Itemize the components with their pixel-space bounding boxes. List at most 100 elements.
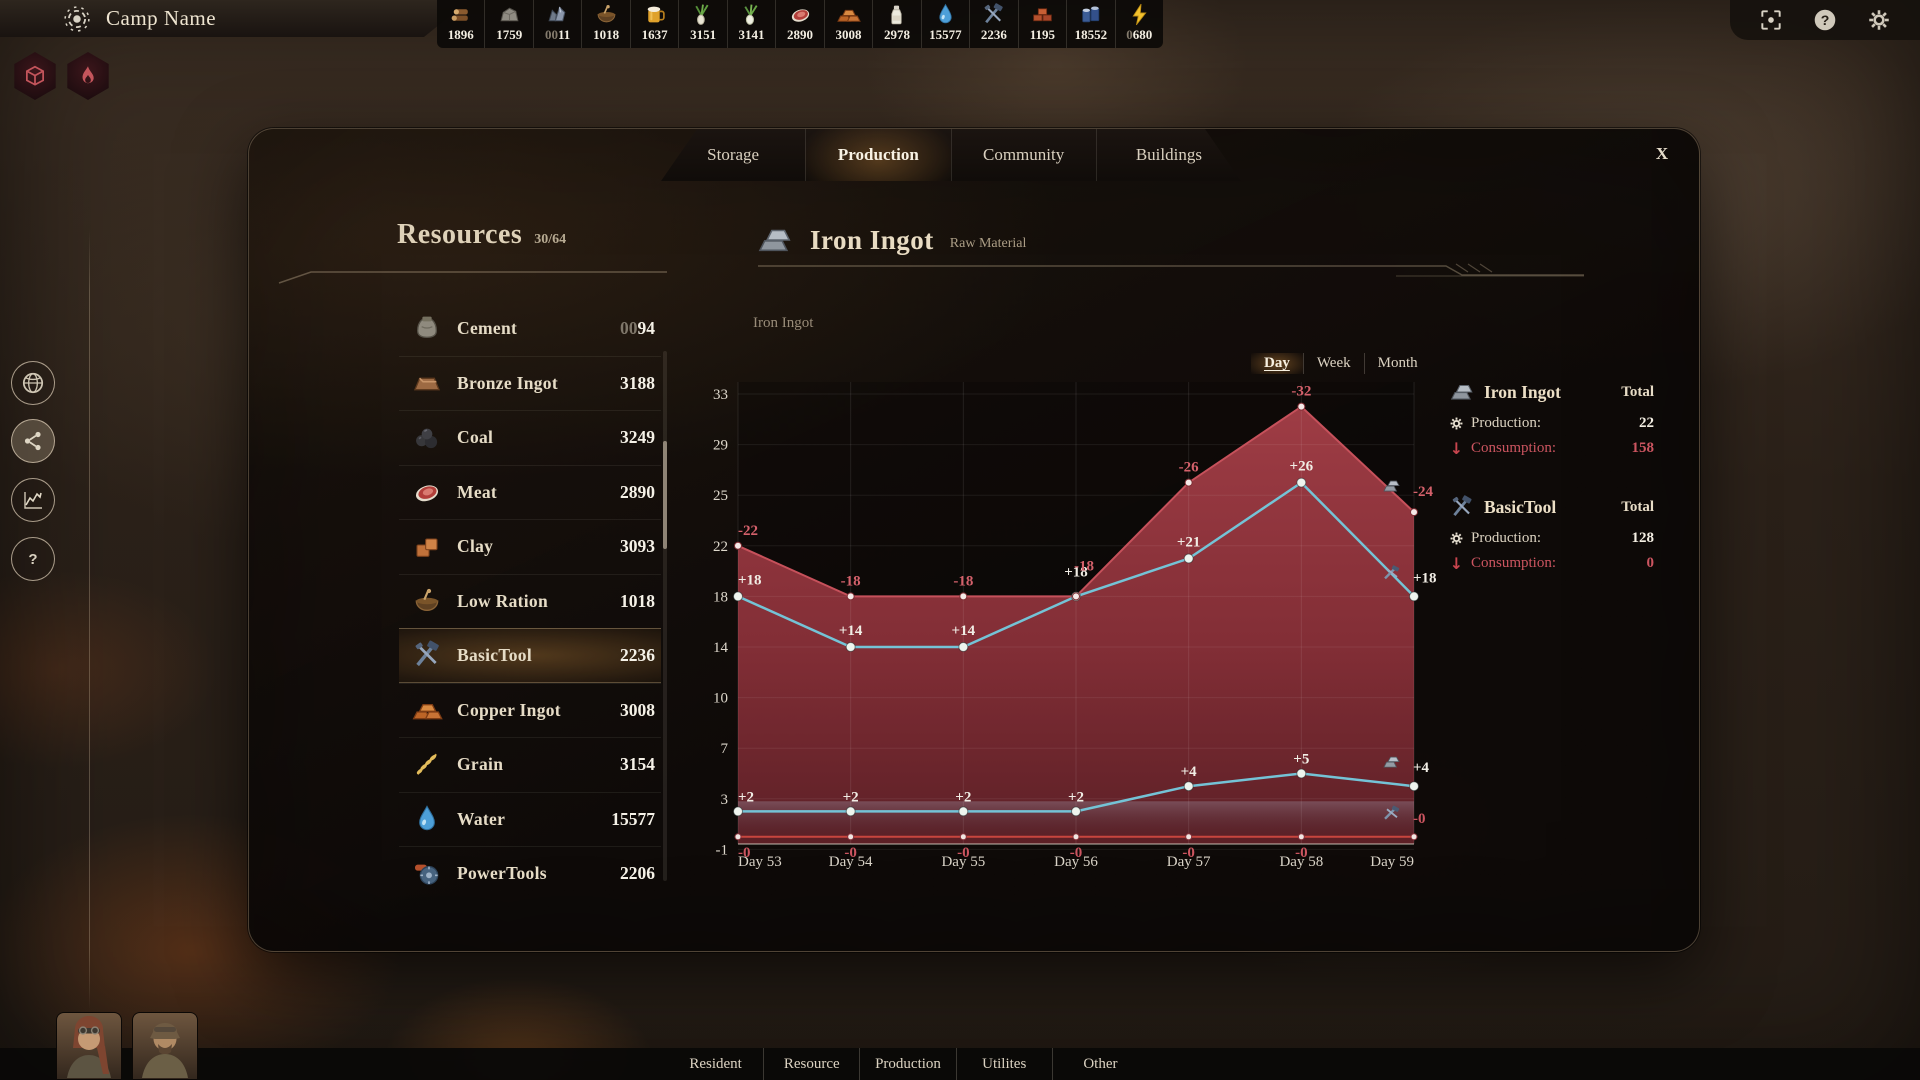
statistics-button[interactable] — [11, 478, 55, 522]
help-button[interactable]: ? — [1812, 7, 1838, 33]
footer-tab-utilites[interactable]: Utilites — [955, 1048, 1052, 1080]
production-label: Production: — [1471, 415, 1541, 431]
resource-item-coal[interactable]: Coal 3249 — [399, 410, 661, 465]
resource-item-basictool[interactable]: BasicTool 2236 — [399, 628, 661, 683]
resource-counter-copper-ingot[interactable]: 3008 — [823, 0, 872, 48]
legend-total-label: Total — [1621, 383, 1654, 400]
world-map-button[interactable] — [11, 361, 55, 405]
svg-text:-0: -0 — [1070, 845, 1083, 861]
resource-counter-stone[interactable]: 1759 — [484, 0, 532, 48]
resource-counter-spring-onion[interactable]: 3151 — [678, 0, 726, 48]
svg-text:?: ? — [28, 551, 37, 568]
resource-counter-wood[interactable]: 1896 — [437, 0, 484, 48]
resource-counter-basic-tool[interactable]: 2236 — [969, 0, 1017, 48]
scrollbar-thumb[interactable] — [663, 441, 667, 549]
footer-tab-resident[interactable]: Resident — [689, 1056, 742, 1072]
svg-text:+18: +18 — [738, 572, 762, 588]
resource-count: 2978 — [883, 27, 910, 42]
fire-alert-badge[interactable] — [67, 52, 109, 100]
footer-tab-production[interactable]: Production — [859, 1048, 955, 1080]
svg-text:Day 59: Day 59 — [1370, 854, 1414, 870]
power-icon — [1132, 3, 1147, 26]
bronze-ingot-icon — [414, 377, 440, 391]
resource-counter-meat[interactable]: 2890 — [775, 0, 823, 48]
resource-item-copper-ingot[interactable]: Copper Ingot 3008 — [399, 682, 661, 738]
meat-icon — [791, 9, 809, 22]
svg-text:+14: +14 — [952, 623, 976, 639]
water-icon — [939, 3, 952, 24]
resource-counter-brick[interactable]: 1195 — [1017, 0, 1066, 48]
legend-total-label: Total — [1621, 498, 1654, 515]
consumption-label: Consumption: — [1471, 440, 1557, 456]
camp-icon — [62, 4, 92, 34]
resource-item-meat[interactable]: Meat 2890 — [399, 464, 661, 520]
left-rail-divider — [89, 230, 90, 1010]
resource-list-scrollbar[interactable] — [663, 351, 667, 881]
settings-button[interactable] — [1866, 7, 1892, 33]
copper-ingot-icon — [412, 704, 443, 720]
resource-name: PowerTools — [457, 863, 547, 884]
resource-counter-low-ration[interactable]: 1018 — [581, 0, 629, 48]
resource-value: 2236 — [620, 644, 655, 665]
resource-name: Bronze Ingot — [457, 372, 558, 393]
tab-buildings[interactable]: Buildings — [1096, 129, 1241, 181]
resource-item-cement[interactable]: Cement 0094 — [399, 301, 661, 356]
resource-count: 3141 — [738, 27, 765, 42]
tab-storage[interactable]: Storage — [707, 145, 760, 164]
water-icon — [419, 805, 435, 831]
resource-counter-iron-ore[interactable]: 0011 — [532, 0, 581, 48]
close-button[interactable]: X — [1645, 139, 1679, 169]
milk-bottle-icon — [891, 5, 903, 25]
range-tab-week[interactable]: Week — [1302, 353, 1364, 374]
resource-counter-water[interactable]: 15577 — [920, 0, 969, 48]
footer-tab-other[interactable]: Other — [1051, 1048, 1148, 1080]
coal-icon — [416, 428, 438, 448]
system-buttons: ? — [1730, 0, 1920, 40]
svg-text:-0: -0 — [1182, 845, 1195, 861]
production-panel: Storage Production Community Buildings X Re… — [248, 128, 1700, 952]
legend-resource-name: BasicTool — [1484, 496, 1557, 517]
down-arrow-icon: ↓ — [1449, 554, 1464, 573]
tab-production[interactable]: Production — [805, 129, 950, 181]
resource-name: Meat — [457, 481, 498, 502]
camp-name-plaque[interactable]: Camp Name — [0, 0, 470, 37]
iron-ingot-icon — [758, 229, 791, 252]
question-button[interactable]: ? — [11, 537, 55, 581]
resource-count: 0680 — [1126, 27, 1153, 42]
svg-text:+4: +4 — [1413, 760, 1430, 776]
resource-counter-milk-bottle[interactable]: 2978 — [872, 0, 920, 48]
range-tab-month[interactable]: Month — [1363, 353, 1431, 374]
camp-name: Camp Name — [106, 6, 217, 30]
iron-ingot-icon — [1383, 480, 1400, 492]
gear-small-icon — [1450, 532, 1463, 545]
chart-svg: 33 29 25 22 18 14 10 7 3 -1 Day 53 Day 54 Day 55 Day … — [713, 382, 1437, 870]
resource-item-water[interactable]: Water 15577 — [399, 791, 661, 847]
svg-text:-0: -0 — [1413, 811, 1426, 827]
svg-text:+18: +18 — [1413, 570, 1437, 586]
resource-item-low-ration[interactable]: Low Ration 1018 — [399, 573, 661, 629]
share-button[interactable] — [11, 419, 55, 463]
resource-item-clay[interactable]: Clay 3093 — [399, 519, 661, 574]
footer-bar — [0, 1048, 1920, 1080]
fullscreen-button[interactable] — [1758, 7, 1784, 33]
footer-tab-resource[interactable]: Resource — [763, 1048, 859, 1080]
resource-item-bronze-ingot[interactable]: Bronze Ingot 3188 — [399, 355, 661, 411]
resource-counter-leek[interactable]: 3141 — [726, 0, 775, 48]
resource-counter-canned-food[interactable]: 18552 — [1066, 0, 1114, 48]
resource-count: 1018 — [593, 27, 620, 42]
resource-counter-power[interactable]: 0680 — [1114, 0, 1163, 48]
cube-icon — [26, 65, 44, 86]
resource-item-powertools[interactable]: PowerTools 2206 — [399, 846, 661, 901]
legend-consumption-row: ↓ Consumption: 158 — [1449, 439, 1654, 458]
avatar-female[interactable] — [56, 1012, 122, 1080]
resource-counter-beer[interactable]: 1637 — [629, 0, 678, 48]
tab-community[interactable]: Community — [951, 129, 1096, 181]
svg-text:+2: +2 — [738, 789, 754, 805]
range-tab-day[interactable]: Day — [1251, 353, 1303, 374]
resource-value: 3154 — [620, 754, 655, 775]
avatar-male[interactable] — [132, 1012, 198, 1080]
resource-item-grain[interactable]: Grain 3154 — [399, 737, 661, 792]
resource-count: 2236 — [980, 27, 1007, 42]
storage-alert-badge[interactable] — [14, 52, 56, 100]
clay-icon — [416, 538, 438, 557]
